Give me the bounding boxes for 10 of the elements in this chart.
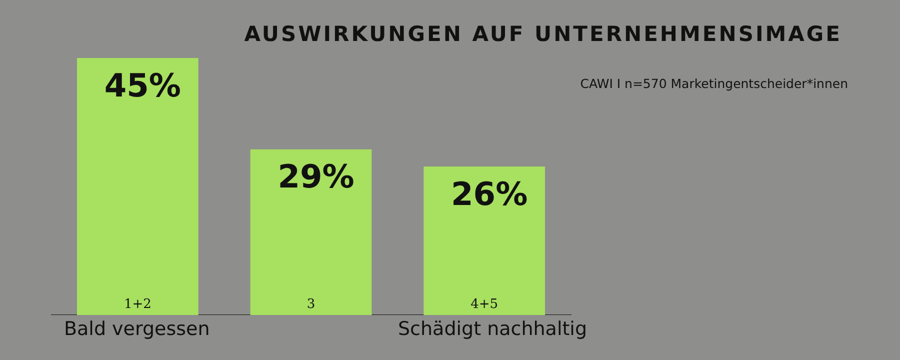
text: CAWI I n=570 Marketingentscheider*innen (580, 76, 848, 91)
data-label: 29% (278, 158, 354, 196)
x-tick-label: 4+5 (470, 296, 498, 312)
data-label: 26% (451, 174, 528, 213)
text: Bald vergessen (64, 318, 210, 340)
data-label: 45% (104, 66, 181, 104)
chart-title: AUSWIRKUNGEN AUF UNTERNEHMENSIMAGE (244, 22, 842, 46)
x-tick-label: 1+2 (124, 296, 152, 312)
x-tick-label: 3 (306, 296, 316, 312)
text: Schädigt nachhaltig (398, 318, 588, 340)
